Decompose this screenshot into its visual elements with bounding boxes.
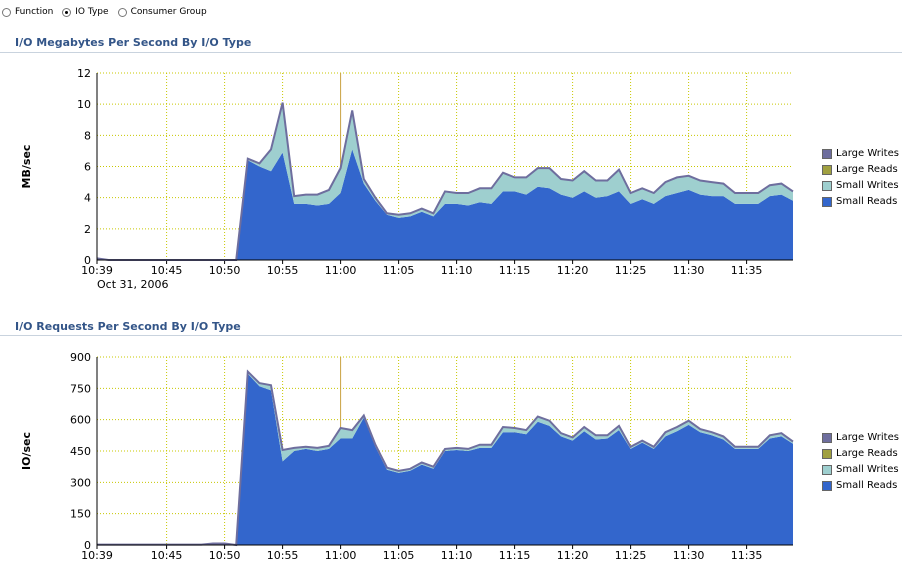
- iops-xtick-label: 11:10: [441, 549, 473, 562]
- mbps-xtick-label: 11:10: [441, 264, 473, 277]
- legend-label-small-reads: Small Reads: [836, 480, 898, 491]
- legend-label-small-writes: Small Writes: [836, 464, 899, 475]
- legend-large-reads: Large Reads: [822, 446, 899, 462]
- iops-section-divider: [0, 335, 902, 336]
- mbps-chart-title: I/O Megabytes Per Second By I/O Type: [15, 36, 252, 49]
- iops-ytick-label: 0: [84, 539, 91, 552]
- radio-io-type-circle[interactable]: [62, 7, 72, 17]
- legend-small-writes: Small Writes: [822, 178, 899, 194]
- legend-large-writes: Large Writes: [822, 430, 899, 446]
- mbps-ytick-label: 4: [84, 192, 91, 205]
- legend-swatch-small-reads: [822, 481, 832, 491]
- mbps-section-divider: [0, 52, 902, 53]
- iops-ytick-label: 750: [70, 382, 91, 395]
- legend-label-large-writes: Large Writes: [836, 148, 899, 159]
- radio-io-type-label[interactable]: IO Type: [75, 7, 109, 17]
- iops-ytick-label: 450: [70, 445, 91, 458]
- radio-function-circle[interactable]: [2, 7, 11, 17]
- mbps-xtick-label: 10:55: [267, 264, 299, 277]
- mbps-y-axis-label: MB/sec: [20, 145, 33, 189]
- mbps-legend: Large Writes Large Reads Small Writes Sm…: [822, 146, 899, 210]
- legend-small-reads: Small Reads: [822, 194, 899, 210]
- mbps-ytick-label: 8: [84, 129, 91, 142]
- legend-small-writes: Small Writes: [822, 462, 899, 478]
- iops-ytick-label: 300: [70, 476, 91, 489]
- iops-top-outline: [97, 369, 794, 547]
- iops-xtick-label: 11:20: [557, 549, 589, 562]
- mbps-xtick-label: 11:05: [383, 264, 415, 277]
- iops-xtick-label: 10:55: [267, 549, 299, 562]
- iops-xtick-label: 10:45: [151, 549, 183, 562]
- radio-io-type[interactable]: IO Type: [62, 7, 109, 17]
- legend-swatch-small-writes: [822, 465, 832, 475]
- legend-swatch-large-reads: [822, 449, 832, 459]
- mbps-xtick-label: 11:20: [557, 264, 589, 277]
- iops-ytick-label: 150: [70, 508, 91, 521]
- radio-consumer-group-label[interactable]: Consumer Group: [130, 7, 207, 17]
- mbps-xtick-label: 10:50: [209, 264, 241, 277]
- mbps-xtick-label: 11:15: [499, 264, 531, 277]
- radio-consumer-group[interactable]: Consumer Group: [117, 7, 207, 17]
- iops-xtick-label: 10:50: [209, 549, 241, 562]
- legend-label-large-writes: Large Writes: [836, 432, 899, 443]
- iops-xtick-label: 11:15: [499, 549, 531, 562]
- legend-label-small-writes: Small Writes: [836, 180, 899, 191]
- mbps-xtick-label: 10:45: [151, 264, 183, 277]
- mbps-ytick-label: 12: [77, 67, 91, 80]
- mbps-date-label: Oct 31, 2006: [97, 278, 169, 291]
- iops-xtick-label: 11:35: [731, 549, 763, 562]
- legend-swatch-large-writes: [822, 149, 832, 159]
- legend-swatch-small-reads: [822, 197, 832, 207]
- mbps-xtick-label: 10:39: [81, 264, 113, 277]
- legend-swatch-large-reads: [822, 165, 832, 175]
- iops-ytick-label: 600: [70, 414, 91, 427]
- iops-xtick-label: 11:05: [383, 549, 415, 562]
- iops-chart: 0 150 300 450 600 750 900 10:39 10:45 10:50 10:55 1…: [20, 351, 794, 562]
- view-by-radio-group: Function IO Type Consumer Group: [2, 4, 216, 20]
- legend-large-reads: Large Reads: [822, 162, 899, 178]
- mbps-xtick-label: 11:35: [731, 264, 763, 277]
- mbps-area-small-reads: [97, 149, 793, 260]
- mbps-chart: 0 2 4 6 8 10 12 10:39 10:45 10:50 10:55 11:00 11:05 1…: [20, 67, 794, 291]
- mbps-xtick-label: 11:30: [673, 264, 705, 277]
- mbps-xtick-label: 11:25: [615, 264, 647, 277]
- iops-xtick-label: 11:25: [615, 549, 647, 562]
- iops-chart-title: I/O Requests Per Second By I/O Type: [15, 320, 241, 333]
- radio-function-label[interactable]: Function: [15, 7, 54, 17]
- iops-xtick-label: 11:30: [673, 549, 705, 562]
- iops-xtick-label: 11:00: [325, 549, 357, 562]
- iops-area-small-reads: [97, 373, 793, 545]
- iops-legend: Large Writes Large Reads Small Writes Sm…: [822, 430, 899, 494]
- iops-ytick-label: 900: [70, 351, 91, 364]
- legend-label-large-reads: Large Reads: [836, 164, 898, 175]
- mbps-ytick-label: 6: [84, 161, 91, 174]
- mbps-xtick-label: 11:00: [325, 264, 357, 277]
- legend-small-reads: Small Reads: [822, 478, 899, 494]
- iops-y-axis-label: IO/sec: [20, 432, 33, 470]
- mbps-ytick-label: 10: [77, 98, 91, 111]
- legend-swatch-large-writes: [822, 433, 832, 443]
- legend-label-small-reads: Small Reads: [836, 196, 898, 207]
- mbps-ytick-label: 0: [84, 254, 91, 267]
- iops-xtick-label: 10:39: [81, 549, 113, 562]
- radio-function[interactable]: Function: [2, 7, 53, 17]
- radio-consumer-group-circle[interactable]: [117, 7, 127, 17]
- legend-large-writes: Large Writes: [822, 146, 899, 162]
- legend-label-large-reads: Large Reads: [836, 448, 898, 459]
- legend-swatch-small-writes: [822, 181, 832, 191]
- mbps-ytick-label: 2: [84, 223, 91, 236]
